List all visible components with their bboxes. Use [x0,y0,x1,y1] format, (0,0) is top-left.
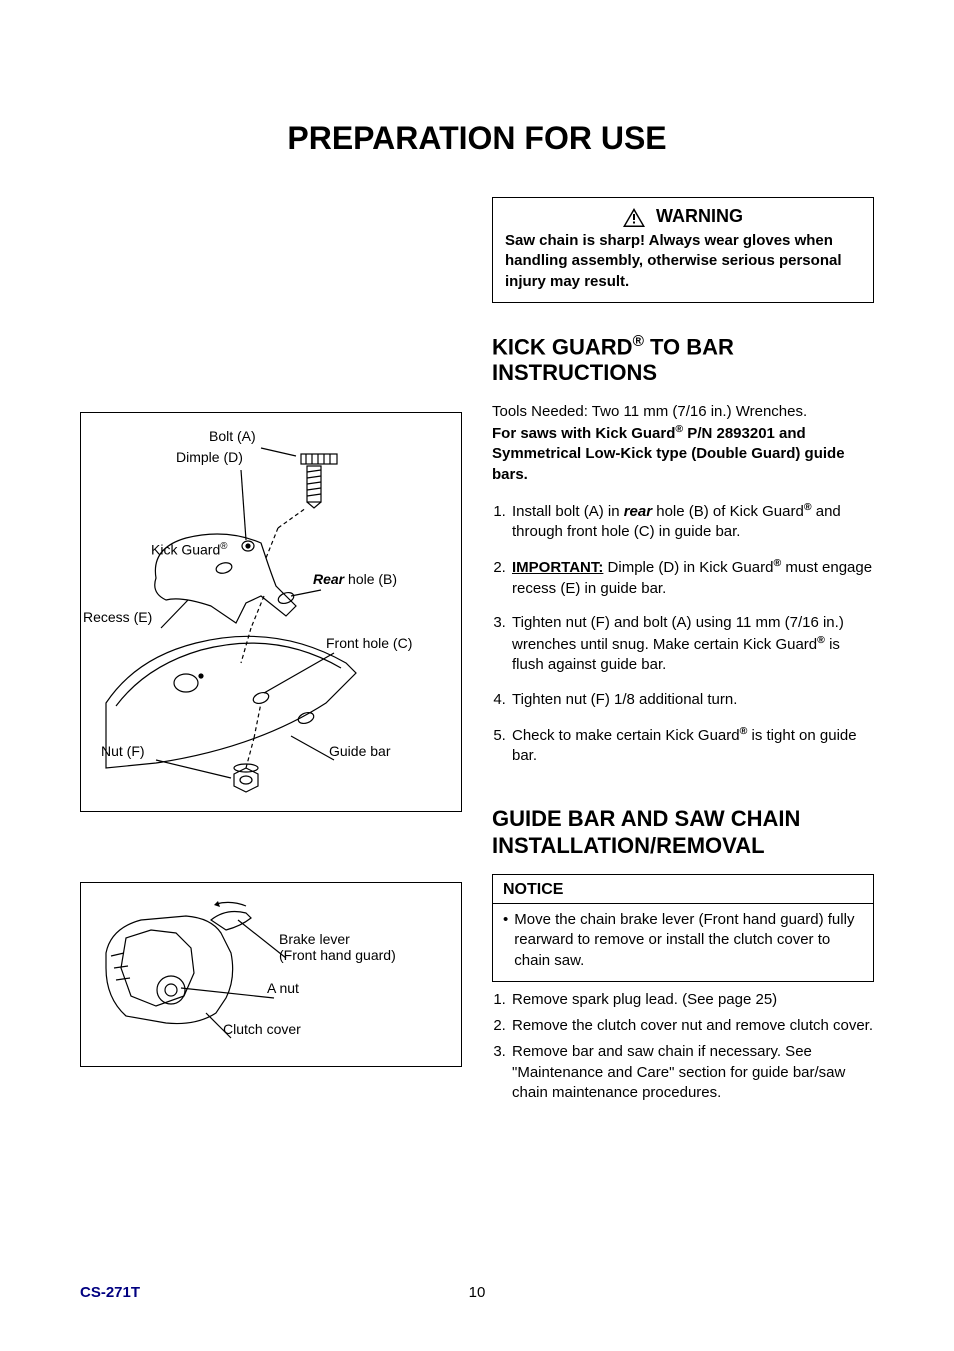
section1-step-2: IMPORTANT: Dimple (D) in Kick Guard® mus… [510,556,874,599]
warning-label: WARNING [656,206,743,226]
section1-intro: Tools Needed: Two 11 mm (7/16 in.) Wrenc… [492,402,874,485]
section1-heading: KICK GUARD® TO BAR INSTRUCTIONS [492,333,874,387]
footer-page-number: 10 [469,1284,486,1301]
section1-subtext-bold: For saws with Kick Guard® P/N 2893201 an… [492,425,845,483]
label-front-hole-c: Front hole (C) [326,635,412,651]
section1-step-3: Tighten nut (F) and bolt (A) using 11 mm… [510,613,874,676]
label-recess-e: Recess (E) [83,609,152,625]
warning-box: WARNING Saw chain is sharp! Always wear … [492,197,874,303]
warning-body: Saw chain is sharp! Always wear gloves w… [505,231,861,292]
page-title: PREPARATION FOR USE [80,120,874,157]
label-nut-f: Nut (F) [101,743,145,759]
notice-body: Move the chain brake lever (Front hand g… [493,904,873,981]
kick-guard-diagram: Bolt (A) Dimple (D) Kick Guard® Rear hol… [80,412,462,812]
warning-icon [623,208,645,227]
page-footer: CS-271T 10 [80,1284,874,1301]
clutch-cover-diagram: Brake lever (Front hand guard) A nut Clu… [80,882,462,1067]
warning-header: WARNING [505,206,861,227]
label-bolt-a: Bolt (A) [209,428,256,444]
section1-step-4: Tighten nut (F) 1/8 additional turn. [510,690,874,710]
section2-steps: Remove spark plug lead. (See page 25) Re… [492,990,874,1103]
section2: GUIDE BAR AND SAW CHAIN INSTALLATION/REM… [492,806,874,1103]
notice-box: NOTICE Move the chain brake lever (Front… [492,874,874,982]
section2-step-1: Remove spark plug lead. (See page 25) [510,990,874,1010]
section2-heading: GUIDE BAR AND SAW CHAIN INSTALLATION/REM… [492,806,874,859]
label-brake-lever: Brake lever (Front hand guard) [279,931,396,963]
label-a-nut: A nut [267,980,299,996]
section2-step-3: Remove bar and saw chain if necessary. S… [510,1042,874,1103]
footer-model: CS-271T [80,1284,140,1301]
label-guide-bar: Guide bar [329,743,390,759]
section1-steps: Install bolt (A) in rear hole (B) of Kic… [492,500,874,767]
label-rear-hole-b: Rear hole (B) [313,571,397,587]
label-dimple-d: Dimple (D) [176,449,243,465]
right-column: WARNING Saw chain is sharp! Always wear … [492,197,874,1109]
tools-needed: Tools Needed: Two 11 mm (7/16 in.) Wrenc… [492,403,807,420]
notice-label: NOTICE [493,875,873,904]
section2-step-2: Remove the clutch cover nut and remove c… [510,1016,874,1036]
section1-step-1: Install bolt (A) in rear hole (B) of Kic… [510,500,874,543]
section1-step-5: Check to make certain Kick Guard® is tig… [510,724,874,767]
left-column: Bolt (A) Dimple (D) Kick Guard® Rear hol… [80,197,462,1109]
label-kick-guard: Kick Guard® [151,541,227,558]
content-area: Bolt (A) Dimple (D) Kick Guard® Rear hol… [80,197,874,1109]
label-clutch-cover: Clutch cover [223,1021,301,1037]
